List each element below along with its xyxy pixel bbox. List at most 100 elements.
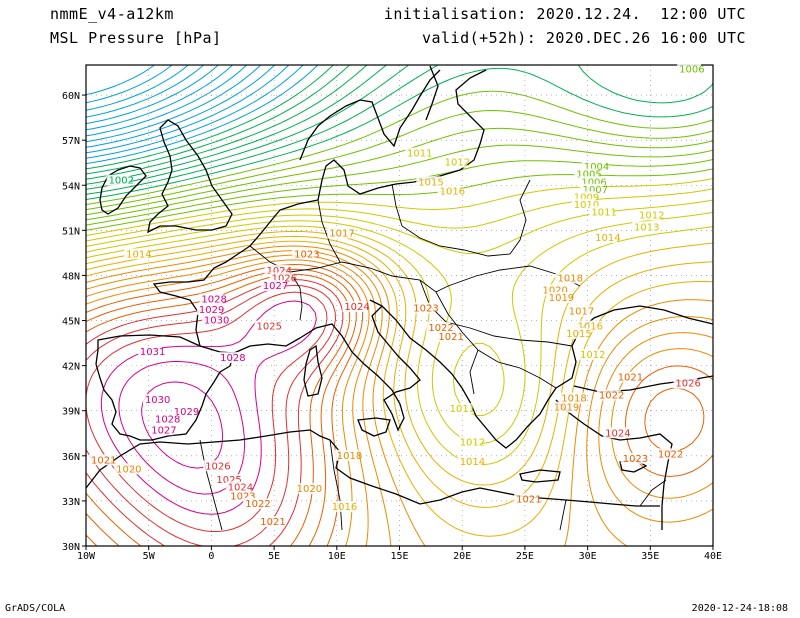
- isobar-label: 1026: [272, 273, 297, 284]
- isobar-label: 1024: [267, 266, 292, 277]
- coast-sardinia: [303, 344, 323, 397]
- isobar-label: 1023: [294, 249, 319, 260]
- isobar-label-bg: [575, 320, 600, 332]
- isobar-label-bg: [327, 227, 352, 239]
- isobar-label-bg: [581, 161, 606, 173]
- isobar-label: 1020: [297, 484, 322, 495]
- isobar-996: [86, 65, 334, 170]
- isobar-label-bg: [243, 497, 268, 509]
- isobar-label: 1020: [542, 285, 567, 296]
- isobar-label-bg: [677, 63, 702, 75]
- isobar-label: 1007: [583, 185, 608, 196]
- isobar-label: 1014: [595, 233, 620, 244]
- isobar-984: [86, 65, 155, 96]
- isobar-label-bg: [137, 346, 162, 358]
- isobar-label-bg: [564, 328, 589, 340]
- variable-title: MSL Pressure [hPa]: [50, 29, 222, 47]
- isobar-label-bg: [436, 331, 461, 343]
- coast-sicily: [357, 417, 391, 437]
- isobar-label: 1022: [428, 323, 453, 334]
- valid-time: valid(+52h): 2020.DEC.26 16:00 UTC: [421, 29, 746, 47]
- lon-tick-label: 40E: [704, 551, 722, 562]
- isobar-label: 1017: [569, 307, 594, 318]
- isobar-label: 1011: [450, 404, 475, 415]
- isobar-label-bg: [559, 392, 584, 404]
- isobar-label: 1025: [257, 322, 282, 333]
- isobar-label: 1028: [220, 353, 245, 364]
- isobar-1010: [86, 188, 713, 242]
- isobar-1003: [86, 90, 713, 205]
- isobar-label-bg: [540, 284, 565, 296]
- isobar-label-bg: [579, 176, 604, 188]
- isobar-label-bg: [442, 156, 467, 168]
- isobar-label-bg: [106, 174, 131, 186]
- isobar-label-bg: [214, 473, 239, 485]
- lon-tick-label: 0: [208, 551, 214, 562]
- isobar-label: 1012: [639, 210, 664, 221]
- lat-tick-label: 48N: [62, 271, 80, 282]
- isobar-1004: [86, 110, 713, 211]
- isobar-label: 1023: [413, 304, 438, 315]
- isobar-1028: [118, 360, 246, 495]
- isobar-label-bg: [405, 147, 430, 159]
- isobar-989: [86, 65, 233, 131]
- lat-tick-label: 30N: [62, 542, 80, 553]
- axis-ticks: 10W 5W 0 5E 10E 15E 20E 25E 30E 35E 40E 30N 33N 36N 39…: [62, 91, 722, 562]
- isobar-label-bg: [631, 221, 656, 233]
- isobar-label: 1006: [581, 177, 606, 188]
- isobar-label: 1021: [618, 373, 643, 384]
- isobar-994: [86, 65, 304, 159]
- lat-tick-label: 39N: [62, 407, 80, 418]
- lat-tick-label: 51N: [62, 226, 80, 237]
- isobar-label: 1018: [558, 273, 583, 284]
- isobar-label: 1019: [549, 293, 574, 304]
- isobar-label: 1029: [199, 305, 224, 316]
- isobar-label-bg: [334, 449, 359, 461]
- isobar-label-bg: [411, 302, 436, 314]
- isobar-label: 1006: [679, 65, 704, 76]
- isobar-990: [86, 65, 248, 137]
- isobar-label: 1015: [566, 329, 591, 340]
- isobar-1016: [86, 240, 713, 537]
- coast-turkey: [555, 399, 673, 530]
- coast-britain: [147, 119, 233, 234]
- isobar-label-bg: [514, 493, 539, 505]
- isobar-993: [86, 65, 290, 154]
- isobar-label: 1022: [245, 499, 270, 510]
- isobar-label-bg: [546, 291, 571, 303]
- isobar-label: 1012: [580, 350, 605, 361]
- isobar-995: [86, 65, 319, 165]
- lat-tick-label: 57N: [62, 136, 80, 147]
- isobar-label-bg: [218, 352, 243, 364]
- isobar-1005: [86, 127, 713, 216]
- isobar-label-bg: [258, 515, 283, 527]
- isobar-label: 1023: [623, 454, 648, 465]
- isobar-1022: [86, 268, 705, 546]
- isobar-label: 1024: [228, 482, 253, 493]
- isobar-label-bg: [114, 463, 139, 475]
- isobar-label-bg: [203, 460, 228, 472]
- isobar-1007: [86, 159, 713, 226]
- isobar-label-bg: [124, 248, 149, 260]
- isobar-label: 1031: [140, 347, 165, 358]
- isobar-label-bg: [673, 377, 698, 389]
- isobar-label: 1021: [260, 517, 285, 528]
- isobar-label-bg: [593, 231, 618, 243]
- isobar-label: 1016: [440, 186, 465, 197]
- lat-tick-label: 60N: [62, 91, 80, 102]
- isobar-label: 1009: [574, 192, 599, 203]
- isobar-label: 1022: [658, 449, 683, 460]
- lon-tick-label: 20E: [453, 551, 471, 562]
- isobar-label: 1027: [151, 425, 176, 436]
- isobar-label: 1005: [576, 170, 601, 181]
- isobar-label-bg: [254, 320, 279, 332]
- model-title: nmmE_v4-a12km: [50, 5, 174, 23]
- coast-crete: [519, 469, 561, 483]
- isobar-label: 1002: [109, 176, 134, 187]
- isobar-label-bg: [228, 490, 253, 502]
- country-borders: [199, 179, 667, 531]
- isobar-label-bg: [571, 191, 596, 203]
- isobar-992: [86, 65, 276, 148]
- isobar-label-bg: [426, 322, 451, 334]
